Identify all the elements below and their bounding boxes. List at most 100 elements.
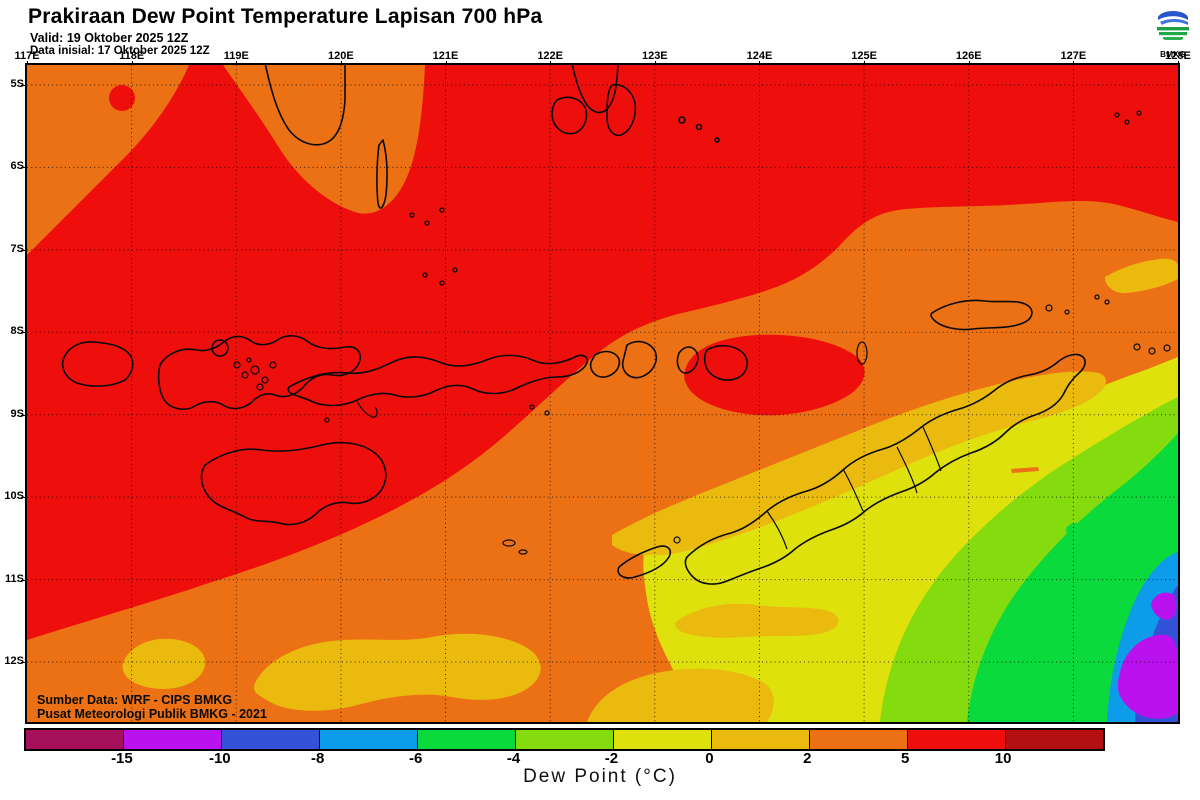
lat-tick: [21, 662, 27, 663]
lat-tick: [21, 497, 27, 499]
island-se-sulawesi: [571, 65, 619, 114]
lat-label-9S: 9S: [10, 407, 24, 420]
lat-tick: [21, 414, 27, 416]
colorbar-tick-0: 0: [705, 750, 714, 767]
lat-label-5S: 5S: [10, 78, 24, 90]
valid-time-line: Valid: 19 Oktober 2025 12Z: [30, 31, 189, 45]
init-time-line: Data inisial: 17 Oktober 2025 12Z: [30, 45, 210, 57]
colorbar-segment--2 to 0: [613, 730, 711, 749]
island-alor: [703, 344, 748, 381]
dewpoint-red-spot-topleft: [109, 85, 135, 111]
lon-label-120E: 120E: [328, 50, 354, 62]
lon-label-122E: 122E: [537, 50, 564, 62]
island-wakatobi-2: [695, 123, 703, 131]
colorbar-segment--6 to -4: [417, 730, 515, 749]
lat-tick: [21, 167, 27, 169]
timor-internal-border-2: [922, 426, 942, 472]
lat-label-10S: 10S: [4, 490, 24, 503]
colorbar-tick-5: 5: [901, 750, 910, 767]
lon-label-124E: 124E: [746, 50, 773, 62]
lon-label-127E: 127E: [1060, 50, 1087, 62]
lat-label-8S: 8S: [10, 325, 24, 338]
lon-label-125E: 125E: [851, 50, 877, 62]
lat-label-12S: 12S: [4, 655, 24, 667]
colorbar: [24, 728, 1105, 751]
bmkg-logo-label: BMKG: [1160, 50, 1186, 59]
lat-tick: [21, 249, 27, 251]
colorbar-segment-2 to 5: [809, 730, 907, 749]
dewpoint-region-gold-bottomleft-1: [122, 638, 206, 689]
colorbar-segment-5 to 10: [907, 730, 1005, 749]
dewpoint-region-purple-small: [1151, 592, 1177, 620]
dewpoint-region-gold-in-yellow: [674, 603, 839, 638]
colorbar-tick--4: -4: [506, 750, 521, 767]
page-title: Prakiraan Dew Point Temperature Lapisan …: [28, 5, 543, 28]
island-wakatobi-1: [678, 116, 686, 124]
data-source-credit: Sumber Data: WRF - CIPS BMKG: [37, 693, 233, 707]
island-sawu-2: [518, 549, 528, 555]
island-lembata: [621, 340, 657, 379]
lat-tick: [21, 579, 27, 581]
colorbar-tick-10: 10: [994, 750, 1012, 767]
island-bonerate-3: [439, 207, 445, 213]
map-canvas: [27, 65, 1178, 722]
timor-internal-border-3: [766, 510, 788, 550]
colorbar-segment--8 to -6: [319, 730, 417, 749]
lon-label-118E: 118E: [119, 50, 145, 62]
lat-tick: [21, 85, 27, 86]
lat-label-11S: 11S: [5, 572, 24, 585]
dewpoint-orange-streak-1: [705, 436, 740, 443]
lat-label-7S: 7S: [10, 242, 24, 255]
island-wakatobi-3: [714, 137, 720, 143]
colorbar-segment-< -15: [26, 730, 123, 749]
lon-label-121E: 121E: [432, 50, 459, 62]
dewpoint-region-gold-bottomcenter: [587, 668, 774, 722]
timor-internal-border-4: [896, 446, 918, 494]
island-timor: [684, 353, 1086, 585]
lon-label-128E: 128E: [1165, 50, 1191, 62]
island-south-sulawesi: [264, 65, 346, 146]
lon-label-119E: 119E: [223, 50, 249, 62]
island-pantar: [676, 346, 699, 374]
lat-tick: [21, 332, 27, 334]
island-dots-1: [422, 272, 428, 278]
colorbar-tick--6: -6: [408, 750, 423, 767]
island-solor-adonara: [589, 350, 621, 378]
island-wetar: [930, 299, 1033, 331]
coastlines: [61, 65, 1171, 585]
bmkg-globe-icon: [1155, 6, 1191, 42]
island-south-flores-3: [544, 410, 550, 416]
colorbar-segment-0 to 2: [711, 730, 809, 749]
dewpoint-orange-streak-2: [1011, 467, 1039, 473]
island-selayar: [376, 139, 388, 209]
dewpoint-red-blob-alor: [684, 334, 865, 416]
island-komodo-cluster: [233, 357, 277, 391]
dewpoint-region-orange-topleft: [27, 65, 189, 255]
island-sangeang: [211, 339, 229, 357]
island-bonerate-2: [424, 220, 430, 226]
dewpoint-region-gold-rightedge: [1105, 258, 1178, 294]
dewpoint-region-purple-large: [1117, 634, 1178, 719]
island-muna: [551, 96, 588, 135]
lon-label-126E: 126E: [955, 50, 982, 62]
colorbar-segment--4 to -2: [515, 730, 613, 749]
island-kisar-leti-group: [1045, 294, 1171, 355]
island-south-flores-1: [324, 417, 330, 423]
lon-label-117E: 117E: [14, 50, 40, 62]
colorbar-segment-> 10: [1005, 730, 1103, 749]
island-flores-south-bump: [356, 400, 378, 418]
colorbar-tick--2: -2: [604, 750, 619, 767]
island-sawu-1: [502, 539, 516, 547]
colorbar-tick--10: -10: [208, 750, 231, 767]
island-south-flores-2: [529, 404, 535, 410]
dewpoint-region-gold-timor: [612, 371, 1107, 556]
publisher-credit: Pusat Meteorologi Publik BMKG - 2021: [37, 707, 267, 721]
colorbar-segment--15 to -10: [123, 730, 221, 749]
graticule: [27, 65, 1178, 722]
lat-label-6S: 6S: [10, 160, 24, 173]
island-dots-2: [439, 280, 445, 286]
colorbar-segment--10 to -8: [221, 730, 319, 749]
island-buton: [606, 83, 637, 137]
colorbar-tick--15: -15: [111, 750, 133, 767]
